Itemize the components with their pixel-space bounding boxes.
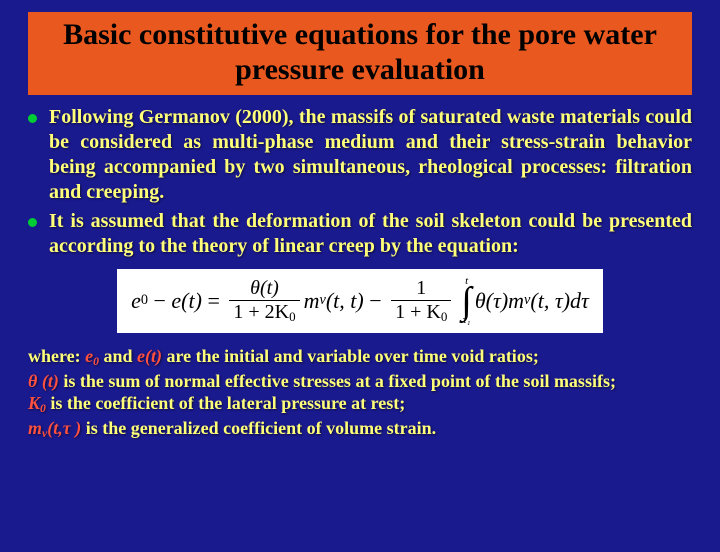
where-text: is the sum of normal effective stresses …	[59, 371, 616, 391]
where-symbol: K	[28, 393, 40, 413]
where-symbol: e	[85, 346, 93, 366]
bullet-icon	[28, 114, 37, 123]
slide-title: Basic constitutive equations for the por…	[38, 18, 682, 87]
eq-sym: m	[304, 288, 320, 314]
list-item: It is assumed that the deformation of th…	[28, 209, 692, 259]
bullet-text: It is assumed that the deformation of th…	[49, 209, 692, 259]
eq-fraction: 1 1 + K0	[391, 278, 451, 324]
where-line: θ (t) is the sum of normal effective str…	[28, 370, 692, 393]
eq-int-lower: τ₁	[463, 316, 471, 325]
equation: e0 − e(t) = θ(t) 1 + 2K0 mv(t, t) − 1 1 …	[117, 269, 603, 333]
equation-container: e0 − e(t) = θ(t) 1 + 2K0 mv(t, t) − 1 1 …	[0, 269, 720, 333]
where-text: are the initial and variable over time v…	[162, 346, 539, 366]
integral-icon: ∫	[461, 286, 471, 316]
bullet-text: Following Germanov (2000), the massifs o…	[49, 105, 692, 205]
list-item: Following Germanov (2000), the massifs o…	[28, 105, 692, 205]
where-text: is the generalized coefficient of volume…	[81, 418, 436, 438]
eq-sym: e(t)	[171, 288, 202, 314]
eq-fraction: θ(t) 1 + 2K0	[229, 278, 299, 324]
eq-sym: m	[508, 288, 524, 314]
where-text: is the coefficient of the lateral pressu…	[46, 393, 405, 413]
where-symbol: θ (t)	[28, 371, 59, 391]
eq-den: 1 + 2K0	[229, 300, 299, 324]
eq-sym: θ(τ)	[475, 288, 508, 314]
title-banner: Basic constitutive equations for the por…	[28, 12, 692, 95]
where-symbol: τ	[63, 418, 76, 438]
eq-op: −	[148, 288, 171, 314]
where-line: K0 is the coefficient of the lateral pre…	[28, 392, 692, 417]
eq-sub: 0	[141, 292, 148, 309]
eq-op: =	[202, 288, 225, 314]
where-text: and	[99, 346, 137, 366]
eq-op: −	[364, 288, 387, 314]
eq-args: (t, t)	[326, 288, 364, 314]
where-block: where: e0 and e(t) are the initial and v…	[28, 345, 692, 441]
bullet-list: Following Germanov (2000), the massifs o…	[28, 105, 692, 259]
where-line: mv(t,τ ) is the generalized coefficient …	[28, 417, 692, 442]
where-label: where:	[28, 346, 85, 366]
where-symbol: m	[28, 418, 42, 438]
where-line: where: e0 and e(t) are the initial and v…	[28, 345, 692, 370]
eq-den: 1 + K0	[391, 300, 451, 324]
where-symbol: e(t)	[137, 346, 162, 366]
bullet-icon	[28, 218, 37, 227]
eq-args: (t, τ)dτ	[530, 288, 589, 314]
eq-num: θ(t)	[246, 278, 283, 300]
eq-sym: e	[131, 288, 141, 314]
where-args: (t,	[47, 418, 63, 438]
eq-integral: t ∫ τ₁	[461, 277, 471, 325]
eq-num: 1	[412, 278, 430, 300]
